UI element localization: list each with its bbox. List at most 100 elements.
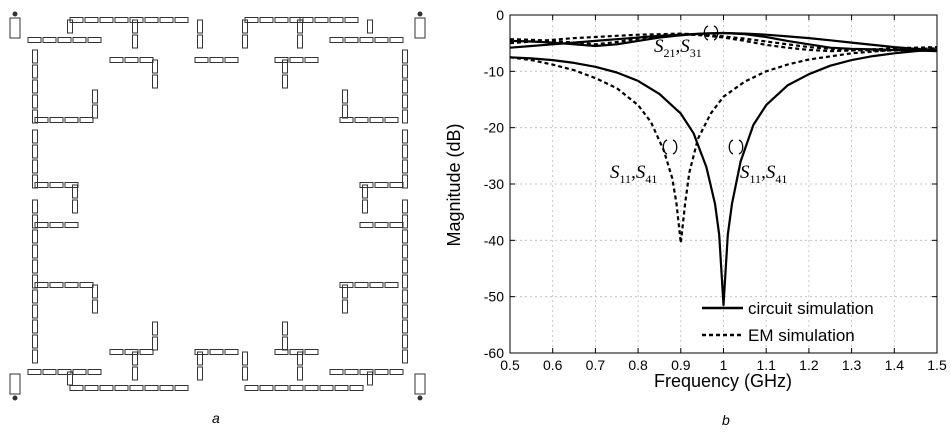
strip-segment (209, 57, 224, 63)
strip-segment (32, 319, 38, 334)
strip-segment (174, 17, 189, 23)
strip-segment (32, 94, 38, 109)
strip-segment (32, 304, 38, 319)
strip-segment (194, 57, 209, 63)
x-tick-label: 0.7 (586, 357, 606, 373)
strip-segment (132, 351, 138, 366)
strip-segment (282, 74, 288, 89)
strip-segment (132, 366, 138, 381)
strip-segment (402, 94, 408, 109)
strip-segment (384, 117, 399, 123)
strip-segment (129, 385, 144, 391)
y-tick-label: -30 (484, 176, 504, 192)
strip-segment (57, 37, 72, 43)
ticks: 0.5 0.6 0.7 0.8 0.9 1 1.1 1.2 1.3 1.4 1.5 0 -10 -20 -3… (484, 7, 947, 373)
strip-segment (402, 334, 408, 349)
strip-segment (354, 117, 369, 123)
strip-segment (344, 37, 359, 43)
strip-segment (92, 284, 98, 299)
strip-segment (259, 17, 274, 23)
strip-segment (32, 64, 38, 79)
strip-segment (174, 385, 189, 391)
strip-segment (402, 79, 408, 94)
strip-segment (359, 37, 374, 43)
strip-segment (124, 57, 139, 63)
strip-segment (32, 259, 38, 274)
y-tick-label: -10 (484, 63, 504, 79)
panel-label-a: a (212, 410, 220, 426)
port-ground (12, 395, 18, 401)
port-ground (12, 11, 18, 17)
strip-segment (197, 19, 203, 34)
em-series-4 (509, 33, 938, 53)
strip-segment (32, 79, 38, 94)
strip-segment (402, 159, 408, 174)
x-tick-label: 0.6 (543, 357, 563, 373)
strip-segment (209, 349, 224, 355)
strip-segment (402, 214, 408, 229)
strip-segment (129, 17, 144, 23)
strip-segment (242, 366, 248, 381)
strip-segment (402, 259, 408, 274)
y-tick-label: -20 (484, 120, 504, 136)
strip-segment (304, 385, 319, 391)
y-axis-label: Magnitude (dB) (444, 123, 464, 246)
strip-segment (114, 17, 129, 23)
strip-segment (99, 17, 114, 23)
strip-segment (367, 371, 373, 386)
s-parameter-chart: S21,S31 S11,S41 S11,S41 0.5 0.6 0.7 0.8 0.9 1 1.… (444, 7, 947, 391)
strip-segment (314, 17, 329, 23)
strip-segment (342, 104, 348, 119)
strip-segment (282, 336, 288, 351)
strip-segment (344, 17, 359, 23)
strip-segment (402, 144, 408, 159)
strip-segment (92, 104, 98, 119)
strip-segment (64, 117, 79, 123)
strip-segment (32, 244, 38, 259)
strip-segment (297, 366, 303, 381)
annotation-label: S11,S41 (740, 162, 787, 186)
x-axis-label: Frequency (GHz) (654, 371, 792, 391)
strip-segment (72, 184, 78, 199)
strip-segment (42, 369, 57, 375)
x-tick-label: 0.9 (671, 357, 691, 373)
strip-segment (389, 222, 404, 228)
strip-segment (289, 385, 304, 391)
strip-segment (402, 109, 408, 124)
x-tick-label: 0.8 (628, 357, 648, 373)
strip-segment (329, 17, 344, 23)
strip-segment (374, 369, 389, 375)
port-ground (417, 395, 423, 401)
strip-segment (402, 174, 408, 189)
strip-segment (152, 59, 158, 74)
annotation-label: S11,S41 (610, 162, 657, 186)
strip-segment (389, 182, 404, 188)
strip-segment (152, 336, 158, 351)
x-tick-label: 1.3 (842, 357, 862, 373)
strip-segment (402, 274, 408, 289)
strip-segment (402, 319, 408, 334)
strip-segment (114, 385, 129, 391)
strip-segment (72, 199, 78, 214)
annotation-marker (662, 139, 678, 155)
strip-segment (342, 284, 348, 299)
strip-segment (389, 37, 404, 43)
strip-segment (319, 385, 334, 391)
strip-segment (369, 117, 384, 123)
strip-segment (87, 369, 102, 375)
strip-segment (34, 182, 49, 188)
strip-segment (282, 59, 288, 74)
port-resistor (9, 373, 21, 395)
strip-segment (242, 351, 248, 366)
port-ground (417, 11, 423, 17)
annotation-marker (728, 139, 744, 155)
annotation-label: S21,S31 (654, 36, 702, 60)
strip-segment (132, 34, 138, 49)
strip-segment (27, 37, 42, 43)
strip-segment (402, 129, 408, 144)
microstrip-outline (9, 11, 426, 401)
strip-segment (359, 182, 374, 188)
circuit-series-2 (509, 48, 938, 307)
strip-segment (342, 89, 348, 104)
strip-segment (194, 349, 209, 355)
